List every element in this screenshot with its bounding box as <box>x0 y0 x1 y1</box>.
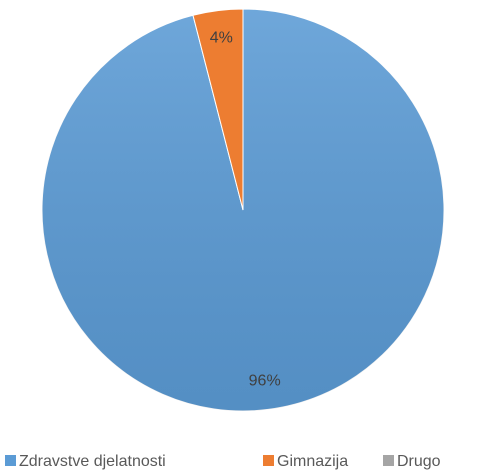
legend-swatch <box>263 455 274 466</box>
data-label: 4% <box>210 30 233 47</box>
data-label: 96% <box>249 373 281 390</box>
legend-swatch <box>383 455 394 466</box>
legend-label: Drugo <box>397 453 441 470</box>
legend-label: Zdravstve djelatnosti <box>19 453 166 470</box>
legend-swatch <box>5 455 16 466</box>
legend-label: Gimnazija <box>277 453 348 470</box>
pie-slice <box>192 8 244 211</box>
